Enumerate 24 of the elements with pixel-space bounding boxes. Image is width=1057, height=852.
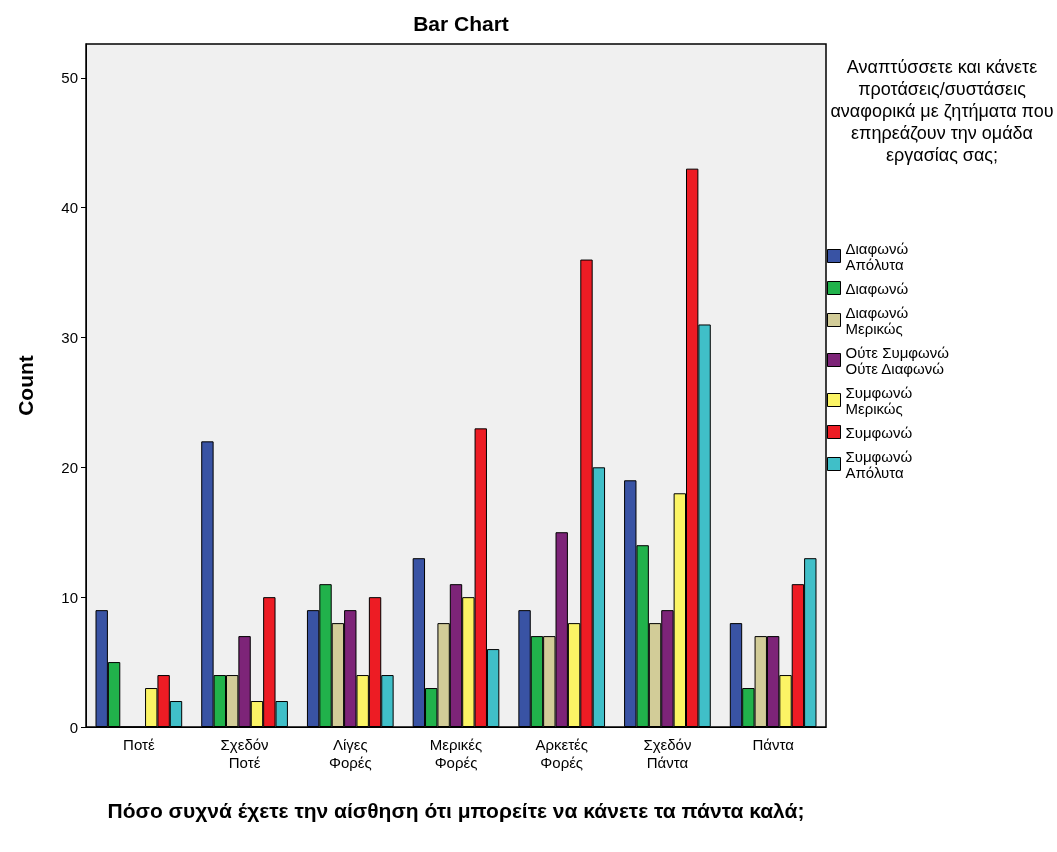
chart-title: Bar Chart — [413, 12, 509, 35]
legend-label: Διαφωνώ — [845, 279, 909, 297]
legend-title: Αναπτύσσετε και κάνετε προτάσεις/συστάσεις αναφορικά με ζητήματα που επηρεάζουν την ομάδα εργασίας σας; — [829, 56, 1055, 166]
legend-label: Συμφωνώ — [845, 423, 913, 441]
y-tick-label: 20 — [61, 458, 78, 476]
y-axis-title: Count — [14, 355, 37, 416]
x-tick-label: Πάντα — [752, 735, 795, 753]
legend-label: Συμφωνώ Μερικώς — [845, 383, 917, 417]
x-tick-label: Αρκετές Φορές — [535, 735, 588, 771]
y-tick-label: 30 — [61, 328, 78, 346]
y-tick-label: 40 — [61, 199, 78, 217]
y-tick-label: 0 — [69, 718, 78, 736]
y-tick-label: 50 — [61, 69, 78, 87]
legend-label: Ούτε Συμφωνώ Ούτε Διαφωνώ — [845, 343, 954, 377]
x-tick-label: Λίγες Φορές — [328, 735, 372, 771]
x-tick-label: Ποτέ — [123, 735, 155, 753]
x-tick-label: Σχεδόν Ποτέ — [220, 735, 269, 771]
legend-label: Διαφωνώ Μερικώς — [845, 303, 913, 337]
x-tick-label: Σχεδόν Πάντα — [643, 735, 692, 771]
legend-label: Διαφωνώ Απόλυτα — [845, 239, 913, 273]
x-axis-title: Πόσο συχνά έχετε την αίσθηση ότι μπορείτε να κάνετε τα πάντα καλά; — [107, 798, 805, 822]
x-tick-label: Μερικές Φορές — [429, 735, 483, 771]
y-tick-label: 10 — [61, 588, 78, 606]
legend-label: Συμφωνώ Απόλυτα — [845, 447, 917, 481]
